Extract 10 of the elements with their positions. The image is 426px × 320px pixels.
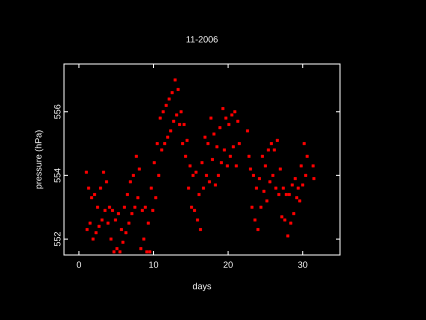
x-tick-label: 30: [298, 262, 308, 268]
y-tick-label: 554: [54, 168, 60, 183]
y-tick-label: 556: [54, 104, 60, 119]
x-tick-label: 20: [224, 262, 233, 268]
x-tick-label: 10: [149, 262, 158, 268]
y-tick-label: 552: [54, 232, 60, 246]
x-axis-title: days: [192, 282, 212, 292]
chart-title: 11-2006: [186, 36, 218, 43]
y-axis-title: pressure (hPa): [34, 130, 44, 189]
x-tick-label: 0: [76, 262, 82, 268]
